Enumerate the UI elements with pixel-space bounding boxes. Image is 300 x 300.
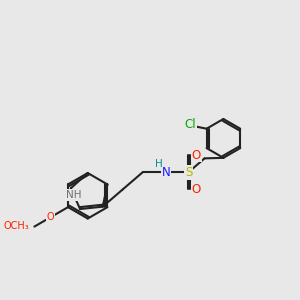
Text: Cl: Cl [184, 118, 196, 131]
Text: OCH₃: OCH₃ [4, 221, 29, 231]
Text: S: S [185, 166, 192, 179]
Text: H: H [154, 159, 162, 169]
Text: O: O [192, 148, 201, 162]
Text: O: O [192, 183, 201, 196]
Text: O: O [47, 212, 55, 222]
Text: N: N [162, 166, 171, 179]
Text: NH: NH [66, 190, 81, 200]
